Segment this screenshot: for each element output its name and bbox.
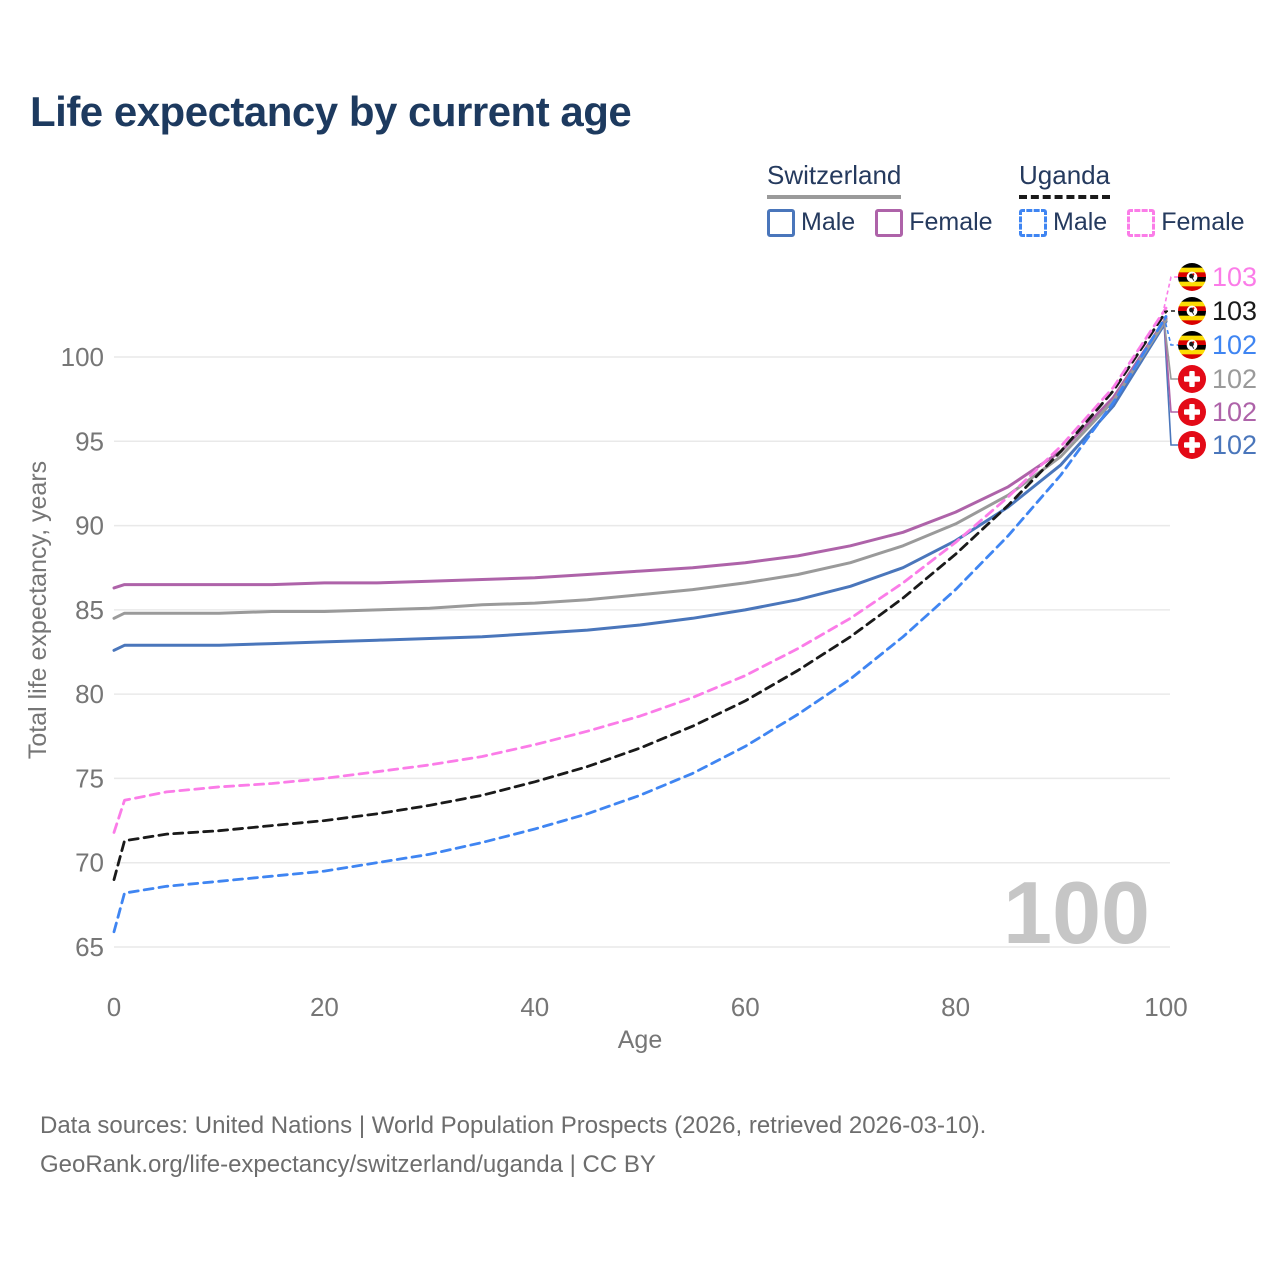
data-sources-text: Data sources: United Nations | World Pop… xyxy=(40,1112,987,1139)
y-axis-title: Total life expectancy, years xyxy=(24,461,52,759)
legend-item-label: Female xyxy=(909,208,993,236)
legend-item-label: Male xyxy=(801,208,856,236)
uganda-male-swatch-icon xyxy=(1019,208,1047,237)
leader-line xyxy=(1163,318,1178,413)
x-tick-label: 100 xyxy=(1144,992,1187,1022)
y-tick-label: 100 xyxy=(61,342,104,372)
leader-line xyxy=(1163,321,1178,446)
page-title: Life expectancy by current age xyxy=(30,88,632,135)
y-tick-label: 85 xyxy=(75,595,104,625)
uganda-flag-icon xyxy=(1178,263,1206,291)
y-tick-label: 70 xyxy=(75,848,104,878)
series-line-uganda-female xyxy=(112,306,1168,834)
end-value-label: 102 xyxy=(1212,430,1257,460)
uganda-flag-icon xyxy=(1178,331,1206,359)
x-tick-label: 0 xyxy=(107,992,121,1022)
x-tick-label: 80 xyxy=(941,992,970,1022)
leader-lines xyxy=(1163,276,1178,446)
series-line-switzerland-female xyxy=(112,316,1168,590)
legend-item-uganda-female[interactable]: Female xyxy=(1127,208,1245,237)
age-counter-watermark: 100 xyxy=(1003,863,1150,962)
x-tick-label: 60 xyxy=(731,992,760,1022)
legend-group-uganda: Uganda Male Female xyxy=(1019,160,1245,237)
legend-item-uganda-male[interactable]: Male xyxy=(1019,208,1107,237)
y-tick-labels: 65 70 75 80 85 90 95 100 xyxy=(61,342,104,962)
end-value-label: 103 xyxy=(1212,296,1257,326)
legend-country-switzerland[interactable]: Switzerland xyxy=(767,160,902,199)
footer: Data sources: United Nations | World Pop… xyxy=(40,1106,986,1184)
legend-country-uganda[interactable]: Uganda xyxy=(1019,160,1111,199)
flag-icons xyxy=(1178,263,1206,459)
end-value-label: 103 xyxy=(1212,262,1257,292)
leader-line xyxy=(1163,316,1178,346)
y-tick-label: 90 xyxy=(75,511,104,541)
legend-group-switzerland: Switzerland Male Female xyxy=(767,160,993,237)
legend-item-label: Male xyxy=(1053,208,1108,236)
y-tick-label: 80 xyxy=(75,679,104,709)
x-tick-label: 20 xyxy=(310,992,339,1022)
leader-line xyxy=(1163,276,1178,309)
end-value-label: 102 xyxy=(1212,330,1257,360)
leader-line xyxy=(1163,310,1178,313)
legend-items-switzerland: Male Female xyxy=(767,208,993,237)
y-tick-label: 95 xyxy=(75,426,104,456)
y-tick-label: 75 xyxy=(75,763,104,793)
switzerland-flag-icon xyxy=(1178,431,1206,459)
series-line-uganda xyxy=(112,310,1168,881)
switzerland-male-swatch-icon xyxy=(767,208,795,237)
x-tick-label: 40 xyxy=(520,992,549,1022)
uganda-female-swatch-icon xyxy=(1127,208,1156,237)
end-value-label: 102 xyxy=(1212,397,1257,427)
series-lines xyxy=(112,306,1168,934)
y-tick-label: 65 xyxy=(75,932,104,962)
switzerland-flag-icon xyxy=(1178,398,1206,426)
leader-line xyxy=(1163,319,1178,380)
switzerland-female-swatch-icon xyxy=(875,208,904,237)
x-axis-title: Age xyxy=(618,1026,662,1054)
uganda-flag-icon xyxy=(1178,297,1206,325)
gridlines xyxy=(114,356,1170,948)
series-line-switzerland-male xyxy=(112,320,1168,652)
series-line-uganda-male xyxy=(112,315,1168,934)
legend-item-label: Female xyxy=(1161,208,1245,236)
legend-item-switzerland-female[interactable]: Female xyxy=(875,208,993,237)
legend-items-uganda: Male Female xyxy=(1019,208,1245,237)
attribution-text: GeoRank.org/life-expectancy/switzerland/… xyxy=(40,1151,656,1178)
series-line-switzerland xyxy=(112,318,1168,620)
x-tick-labels: 0 20 40 60 80 100 xyxy=(107,992,1188,1022)
legend-item-switzerland-male[interactable]: Male xyxy=(767,208,855,237)
switzerland-flag-icon xyxy=(1178,365,1206,393)
end-value-label: 102 xyxy=(1212,364,1257,394)
